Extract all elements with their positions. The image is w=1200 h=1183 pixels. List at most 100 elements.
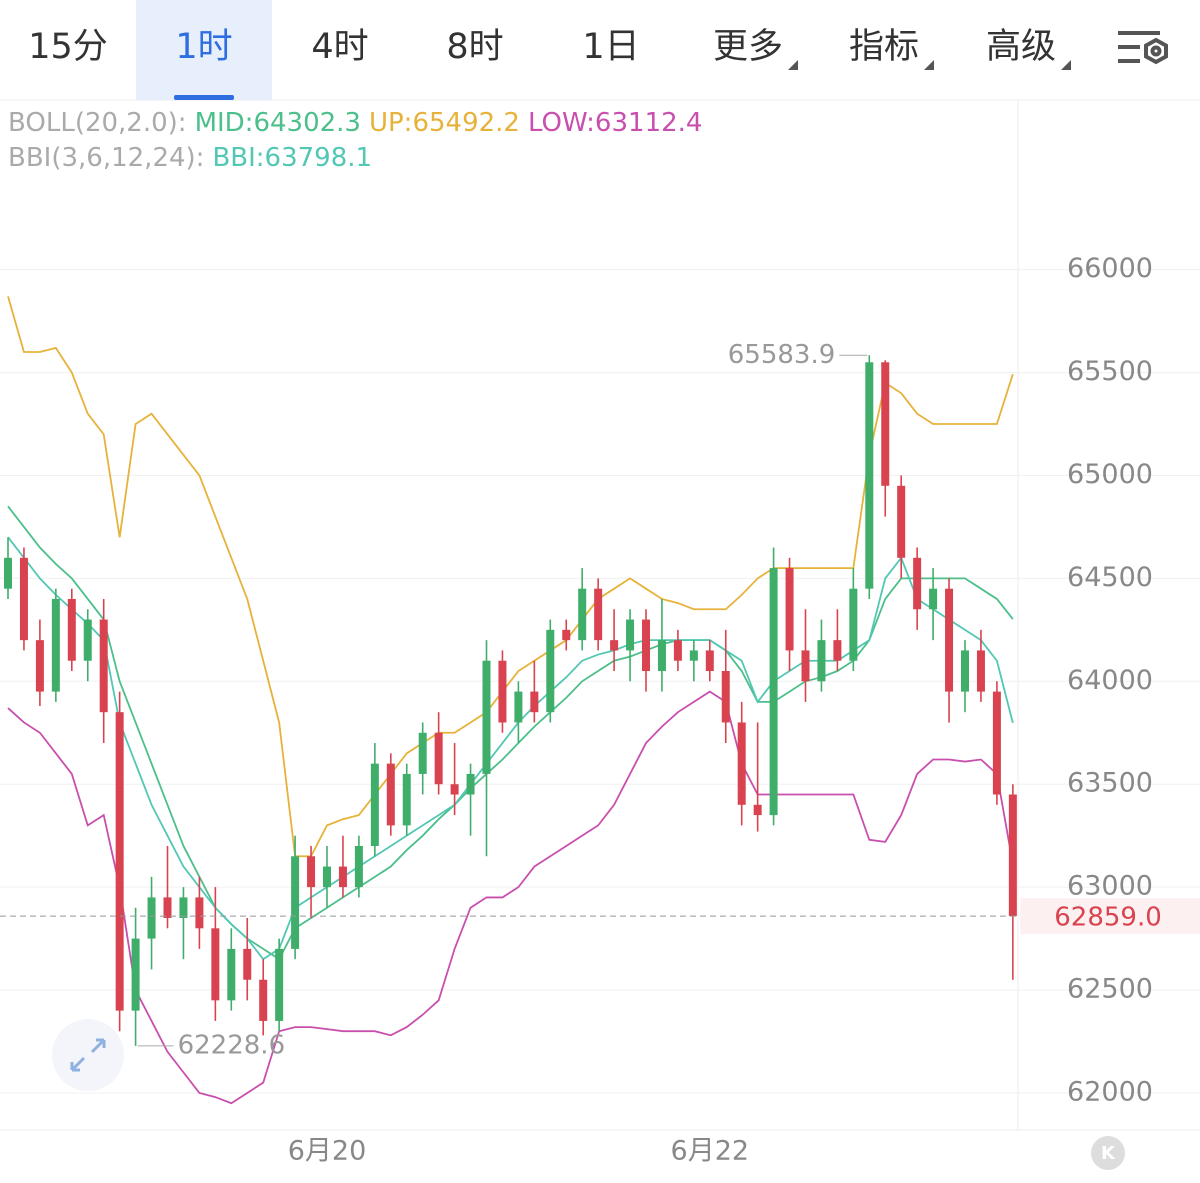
candle-body <box>657 640 666 672</box>
candle-body <box>35 640 44 692</box>
candle-body <box>610 640 619 651</box>
candle-body <box>992 691 1001 795</box>
candle-body <box>195 897 204 929</box>
candle-body <box>785 568 794 651</box>
y-tick-label: 66000 <box>1067 253 1153 284</box>
y-tick-label: 65000 <box>1067 459 1153 490</box>
candle-body <box>594 588 603 641</box>
candle-body <box>881 362 890 486</box>
candle-body <box>275 948 284 1021</box>
min-annotation: 62228.6 <box>178 1030 286 1060</box>
indicator-line <box>7 505 1014 961</box>
candle-body <box>498 660 507 723</box>
legend-group: BBI(3,6,12,24): <box>8 143 204 173</box>
legend-entry: BBI:63798.1 <box>212 143 372 173</box>
candle-body <box>163 897 172 919</box>
candle-body <box>115 712 124 1011</box>
tab-label[interactable]: 4时 <box>311 27 368 67</box>
candle-body <box>291 856 300 949</box>
candle-body <box>897 485 906 558</box>
candle-body <box>976 650 985 692</box>
candle-body <box>689 650 698 661</box>
candle-body <box>466 773 475 795</box>
candle-body <box>307 856 316 888</box>
candle-body <box>147 897 156 939</box>
candle-body <box>211 928 220 1001</box>
candle-body <box>323 866 331 888</box>
candle-body <box>833 640 842 661</box>
candle-body <box>1008 794 1017 917</box>
candle-body <box>673 640 682 661</box>
legend: BOLL(20,2.0): MID:64302.3 UP:65492.2 LOW:63… <box>8 108 702 138</box>
tab-label[interactable]: 1日 <box>582 27 639 67</box>
tab-label[interactable]: 指标 <box>849 27 919 67</box>
candle-body <box>801 650 810 682</box>
candle-body <box>705 650 714 672</box>
y-tick-label: 62000 <box>1067 1076 1153 1107</box>
candle-body <box>753 804 762 816</box>
y-tick-label: 63500 <box>1067 768 1153 799</box>
candle-body <box>4 557 12 589</box>
candle-body <box>642 619 650 672</box>
legend: BBI(3,6,12,24): BBI:63798.1 <box>8 143 372 173</box>
candle-body <box>227 948 236 1001</box>
last-price-box <box>1020 898 1200 935</box>
indicator-line <box>7 690 1014 1105</box>
y-tick-label: 65500 <box>1067 356 1153 387</box>
candle-body <box>929 588 938 610</box>
candle-body <box>514 691 523 723</box>
tab-indicator <box>174 95 234 100</box>
x-tick-label: 6月20 <box>288 1136 367 1167</box>
candle-body <box>19 557 28 641</box>
tab-label[interactable]: 15分 <box>28 27 108 67</box>
x-tick-label: 6月22 <box>671 1136 750 1167</box>
candle-body <box>131 938 140 1011</box>
dropdown-caret <box>924 60 934 70</box>
candle-body <box>849 588 858 661</box>
candle-body <box>179 897 188 919</box>
candle-body <box>99 619 108 713</box>
candle-body <box>562 629 571 641</box>
y-tick-label: 63000 <box>1067 871 1153 902</box>
candle-body <box>817 640 826 682</box>
expand-icon[interactable] <box>52 1019 124 1091</box>
candle-body <box>530 691 539 713</box>
scroll-button[interactable] <box>1091 1136 1125 1170</box>
candle-body <box>737 722 746 805</box>
candle-body <box>243 948 252 980</box>
candle-body <box>386 763 395 826</box>
candle-body <box>51 598 60 692</box>
candle-body <box>354 845 363 888</box>
candle-body <box>913 557 922 610</box>
candle-body <box>83 619 92 661</box>
tab-label[interactable]: 高级 <box>986 27 1056 67</box>
y-tick-label: 64500 <box>1067 562 1153 593</box>
dropdown-caret <box>1061 60 1071 70</box>
indicator-line <box>7 536 1014 961</box>
candle-body <box>338 866 347 888</box>
candle-body <box>450 784 459 795</box>
tab-label[interactable]: 更多 <box>713 27 783 67</box>
candle-body <box>546 629 555 713</box>
legend-group: BOLL(20,2.0): <box>8 108 187 138</box>
candle-body <box>259 979 268 1021</box>
tab-label[interactable]: 8时 <box>446 27 503 67</box>
settings-icon[interactable] <box>1118 31 1168 65</box>
tab-highlight <box>136 0 272 100</box>
legend-entry: UP:65492.2 <box>369 108 520 138</box>
candle-body <box>578 588 587 641</box>
candle-body <box>626 619 635 651</box>
candle-body <box>961 650 969 692</box>
tab-label[interactable]: 1时 <box>175 27 232 67</box>
scroll-button-label[interactable]: K <box>1101 1143 1116 1164</box>
candle-body <box>418 732 427 774</box>
legend-entry: LOW:63112.4 <box>528 108 702 138</box>
candle-body <box>769 568 778 816</box>
legend-entry: MID:64302.3 <box>195 108 361 138</box>
dropdown-caret <box>788 60 798 70</box>
candle-body <box>434 732 443 785</box>
candle-body <box>945 588 954 692</box>
candle-body <box>865 362 874 589</box>
candle-body <box>721 671 730 723</box>
